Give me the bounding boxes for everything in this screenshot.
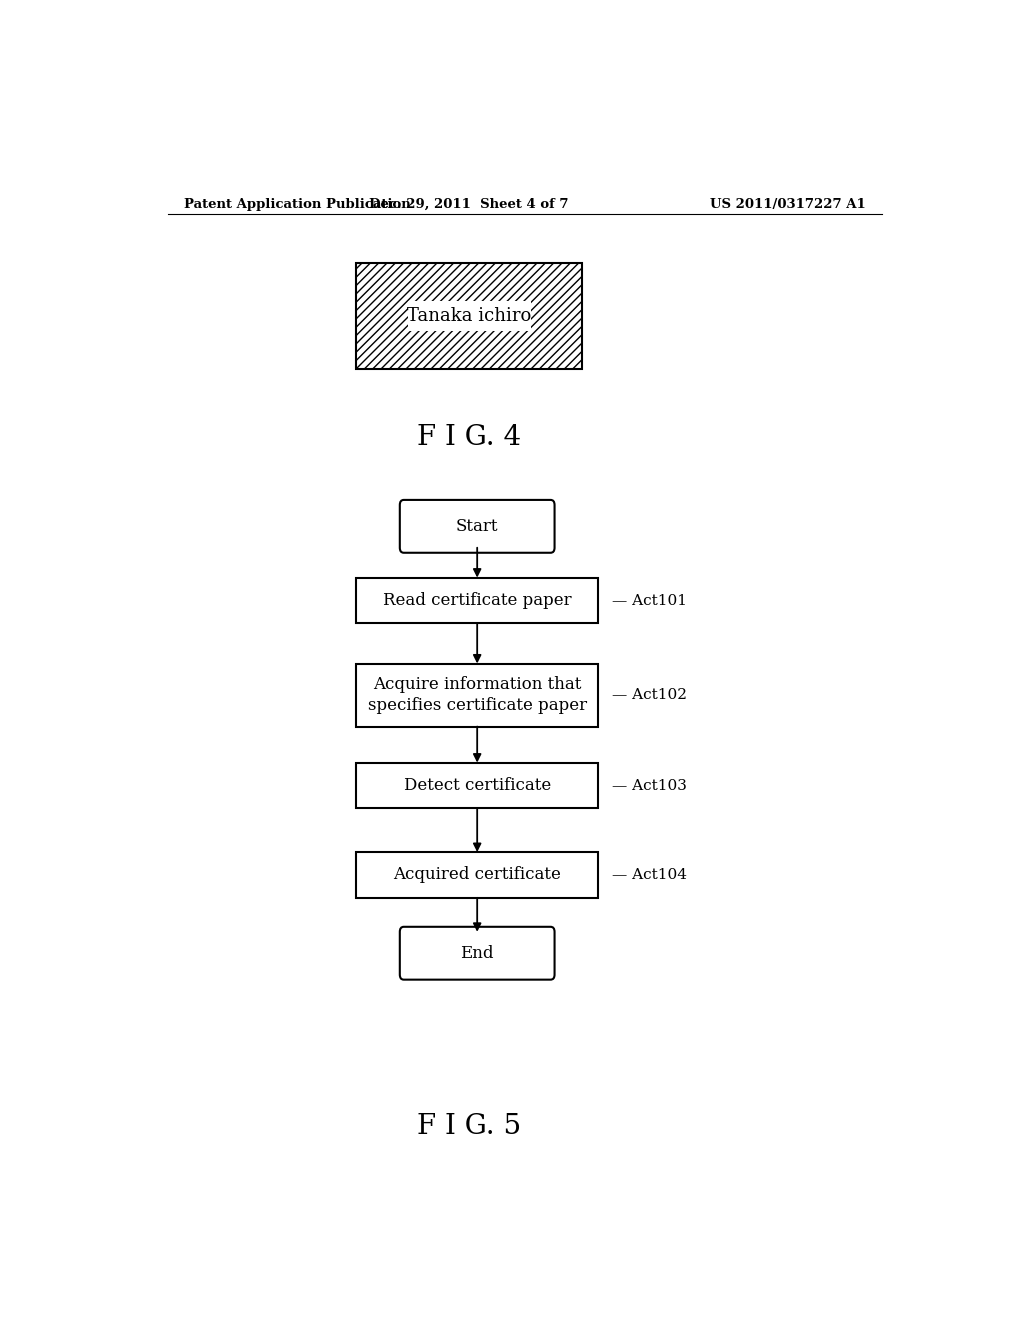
Bar (356, 263, 583, 370)
Bar (356, 763, 598, 808)
FancyBboxPatch shape (399, 500, 555, 553)
Text: Acquired certificate: Acquired certificate (393, 866, 561, 883)
Text: Tanaka ichiro: Tanaka ichiro (408, 308, 531, 325)
Text: — Act101: — Act101 (612, 594, 687, 607)
Text: F I G. 4: F I G. 4 (417, 425, 521, 451)
Text: Read certificate paper: Read certificate paper (383, 593, 571, 609)
Bar (356, 853, 598, 898)
Text: F I G. 5: F I G. 5 (417, 1113, 521, 1139)
Bar (356, 664, 598, 726)
Text: Detect certificate: Detect certificate (403, 777, 551, 795)
Text: Patent Application Publication: Patent Application Publication (183, 198, 411, 211)
Text: End: End (461, 945, 494, 962)
Text: — Act104: — Act104 (612, 869, 687, 882)
Text: Dec. 29, 2011  Sheet 4 of 7: Dec. 29, 2011 Sheet 4 of 7 (370, 198, 569, 211)
Text: — Act103: — Act103 (612, 779, 687, 792)
Bar (408, 301, 530, 331)
FancyBboxPatch shape (399, 927, 555, 979)
Text: Acquire information that
specifies certificate paper: Acquire information that specifies certi… (368, 676, 587, 714)
Bar (356, 578, 598, 623)
Text: — Act102: — Act102 (612, 688, 687, 702)
Text: Start: Start (456, 517, 499, 535)
Text: US 2011/0317227 A1: US 2011/0317227 A1 (711, 198, 866, 211)
